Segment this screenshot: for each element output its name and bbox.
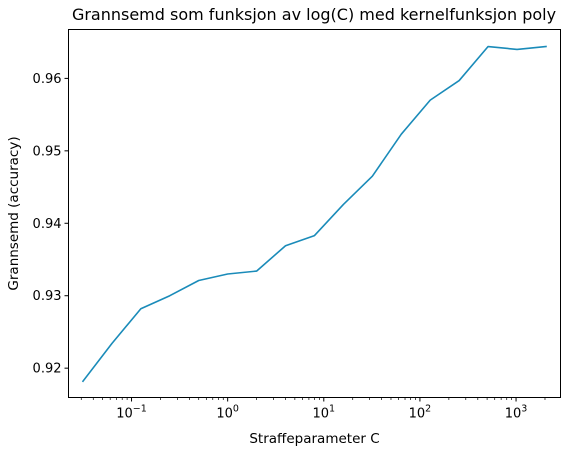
y-axis-label: Grannsemd (accuracy) <box>6 136 22 290</box>
y-tick-label: 0.94 <box>33 217 62 232</box>
x-tick-label: 102 <box>409 404 432 422</box>
x-tick-label: 101 <box>312 404 335 422</box>
y-tick-label: 0.92 <box>33 362 62 377</box>
x-tick-label: 103 <box>505 404 528 422</box>
y-tick-label: 0.96 <box>33 72 62 87</box>
y-axis: 0.92 0.93 0.94 0.95 0.96 <box>33 72 69 377</box>
x-axis: 10−1 100 101 102 103 <box>80 397 546 422</box>
x-axis-label: Straffeparameter C <box>249 431 379 447</box>
axes-frame <box>68 29 561 398</box>
x-tick-label: 100 <box>216 404 239 422</box>
x-tick-label: 10−1 <box>116 404 147 422</box>
plot-area <box>81 45 547 383</box>
chart-title: Grannsemd som funksjon av log(C) med ker… <box>72 5 556 24</box>
series-line-0 <box>81 45 547 383</box>
y-tick-label: 0.93 <box>33 289 62 304</box>
y-tick-label: 0.95 <box>33 144 62 159</box>
